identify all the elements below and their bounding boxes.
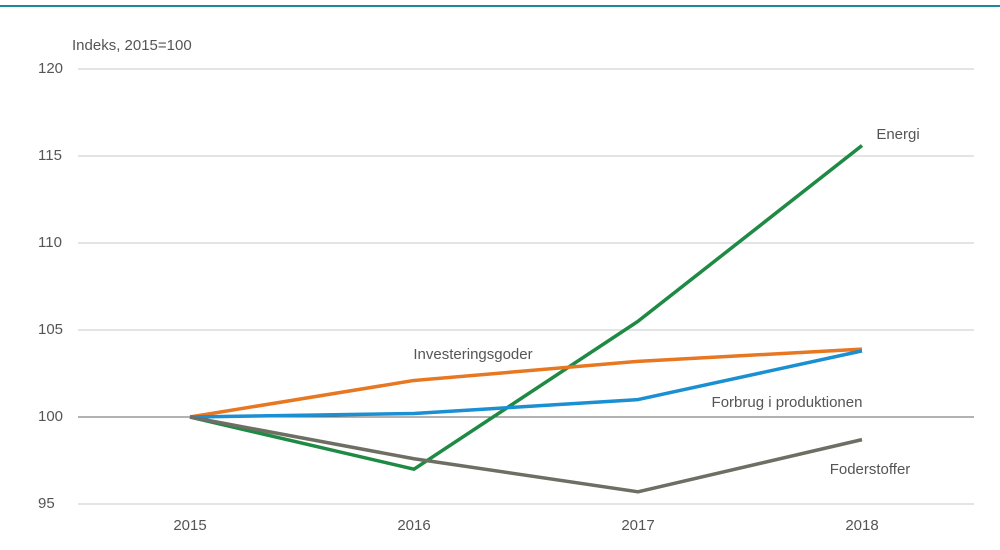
series-label: Investeringsgoder xyxy=(413,346,532,363)
y-tick-label: 100 xyxy=(38,408,63,425)
x-tick-label: 2018 xyxy=(845,517,878,534)
x-tick-label: 2016 xyxy=(397,517,430,534)
series-line xyxy=(189,349,863,419)
series-label: Forbrug i produktionen xyxy=(712,394,863,411)
series-line xyxy=(189,415,863,494)
series-line xyxy=(189,144,864,471)
y-tick-label: 120 xyxy=(38,60,63,77)
y-tick-label: 95 xyxy=(38,495,55,512)
series-label: Foderstoffer xyxy=(830,461,911,478)
x-tick-label: 2015 xyxy=(173,517,206,534)
x-tick-label: 2017 xyxy=(621,517,654,534)
series-line xyxy=(189,347,863,419)
y-axis-label: Indeks, 2015=100 xyxy=(72,37,192,54)
y-tick-label: 115 xyxy=(38,147,62,164)
y-tick-label: 105 xyxy=(38,321,63,338)
y-tick-label: 110 xyxy=(38,234,62,251)
series-label: Energi xyxy=(876,126,919,143)
